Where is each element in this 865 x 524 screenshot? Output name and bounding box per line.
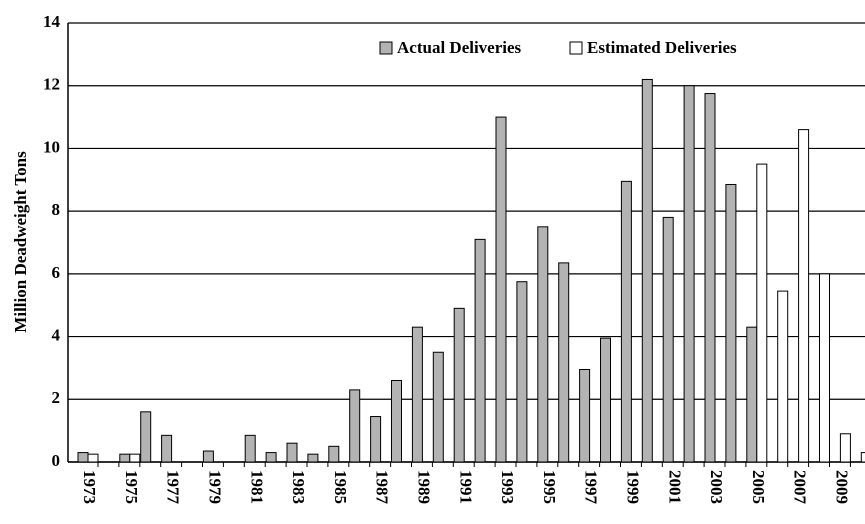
bar — [129, 453, 141, 463]
x-tick-label: 1979 — [205, 470, 224, 504]
x-tick-label: 1987 — [373, 470, 392, 505]
x-tick-label: 1981 — [247, 470, 266, 504]
y-tick-label: 8 — [52, 200, 61, 219]
bar — [537, 226, 549, 463]
bar — [756, 163, 768, 463]
legend-label: Actual Deliveries — [397, 38, 522, 57]
y-tick-label: 14 — [43, 12, 61, 31]
legend-swatch — [569, 41, 583, 55]
bar — [683, 85, 695, 463]
x-tick-label: 1973 — [80, 470, 99, 504]
y-tick-label: 2 — [52, 388, 61, 407]
x-tick-label: 1989 — [414, 470, 433, 504]
bar — [161, 434, 173, 463]
x-tick-label: 2001 — [665, 470, 684, 504]
bar — [286, 442, 298, 463]
bar — [411, 326, 423, 463]
x-tick-label: 1983 — [289, 470, 308, 504]
bar — [265, 452, 277, 463]
y-tick-label: 12 — [43, 75, 60, 94]
legend-swatch — [379, 41, 393, 55]
bar — [328, 445, 340, 463]
x-tick-label: 1997 — [582, 470, 601, 505]
bar — [474, 238, 486, 463]
x-tick-label: 1975 — [122, 470, 141, 504]
bar — [600, 337, 611, 463]
bar — [558, 262, 570, 463]
bar — [391, 379, 402, 463]
bar — [579, 368, 591, 463]
bar — [202, 450, 214, 463]
bar — [307, 453, 319, 463]
y-tick-label: 0 — [52, 451, 61, 470]
y-axis-label: Million Deadweight Tons — [11, 151, 30, 333]
y-tick-label: 10 — [43, 137, 60, 156]
bar — [725, 183, 737, 463]
bar — [495, 116, 507, 463]
bar — [662, 216, 674, 463]
x-tick-label: 1991 — [456, 470, 475, 504]
bar — [839, 433, 851, 463]
x-tick-label: 2005 — [749, 470, 768, 504]
bar — [777, 290, 789, 463]
bar — [620, 180, 632, 463]
x-tick-label: 1995 — [540, 470, 559, 504]
legend-label: Estimated Deliveries — [587, 38, 737, 57]
y-tick-label: 6 — [52, 263, 61, 282]
x-tick-label: 1999 — [623, 470, 642, 504]
bar — [798, 129, 810, 463]
bar — [119, 453, 131, 463]
bar — [516, 281, 528, 463]
x-tick-label: 2007 — [791, 470, 810, 505]
bar — [746, 326, 758, 463]
bar — [244, 434, 256, 463]
bar — [860, 452, 865, 463]
bar — [641, 78, 653, 463]
bar — [370, 416, 382, 463]
bar — [819, 273, 830, 463]
bar — [704, 93, 716, 463]
x-tick-label: 1977 — [164, 470, 183, 505]
bar — [349, 389, 361, 463]
x-tick-label: 2003 — [707, 470, 726, 504]
bar — [140, 411, 152, 463]
y-tick-label: 4 — [52, 325, 61, 344]
bar — [77, 452, 89, 463]
x-tick-label: 2009 — [832, 470, 851, 504]
bar — [453, 307, 465, 463]
bar — [87, 453, 99, 463]
bar — [432, 351, 444, 463]
x-tick-label: 1985 — [331, 470, 350, 504]
x-tick-label: 1993 — [498, 470, 517, 504]
